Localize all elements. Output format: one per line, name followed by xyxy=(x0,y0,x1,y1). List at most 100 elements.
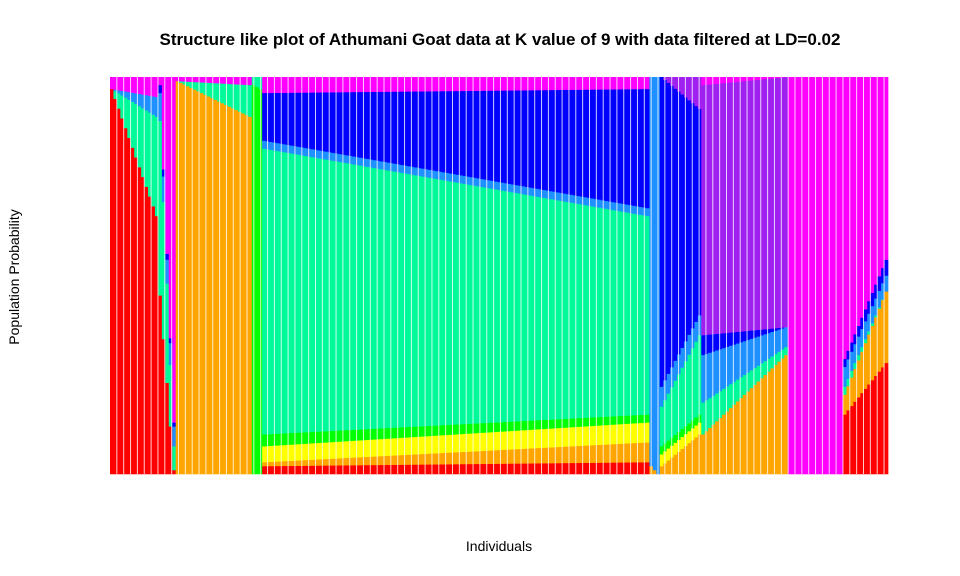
bar-segment-cluster-7 xyxy=(459,90,464,176)
bar-segment-cluster-8 xyxy=(690,77,695,104)
bar-segment-cluster-9 xyxy=(324,77,329,93)
bar-segment-cluster-6 xyxy=(659,386,664,407)
bar-segment-cluster-5 xyxy=(742,374,747,395)
bar-segment-cluster-5 xyxy=(390,170,394,428)
bar-segment-cluster-6 xyxy=(701,354,706,403)
bar-segment-cluster-7 xyxy=(483,90,488,180)
bar-segment-cluster-3 xyxy=(645,422,650,443)
bar-segment-cluster-2 xyxy=(846,385,851,411)
bar-segment-cluster-3 xyxy=(438,435,443,454)
bar-segment-cluster-6 xyxy=(538,189,543,198)
bar-segment-cluster-2 xyxy=(746,391,751,475)
bar-segment-cluster-4 xyxy=(666,440,671,449)
bar-segment-cluster-7 xyxy=(410,91,415,167)
bar-segment-cluster-3 xyxy=(448,434,453,453)
bar-segment-cluster-8 xyxy=(715,83,719,334)
bar-segment-cluster-5 xyxy=(452,181,457,425)
bar-segment-cluster-4 xyxy=(479,423,484,433)
bar-segment-cluster-7 xyxy=(417,91,422,169)
bar-segment-cluster-5 xyxy=(189,81,194,89)
bar-segment-cluster-5 xyxy=(462,183,467,425)
bar-segment-cluster-1 xyxy=(110,88,114,475)
bar-segment-cluster-6 xyxy=(448,173,453,182)
bar-segment-cluster-6 xyxy=(303,147,308,157)
bar-segment-cluster-5 xyxy=(199,82,204,94)
bar-segment-cluster-4 xyxy=(611,416,616,425)
bar-segment-cluster-1 xyxy=(545,463,550,475)
bar-segment-cluster-5 xyxy=(431,178,436,426)
bar-segment-cluster-4 xyxy=(341,430,346,442)
bar-segment-cluster-9 xyxy=(832,77,837,475)
bar-segment-cluster-2 xyxy=(358,457,363,466)
bar-segment-cluster-8 xyxy=(749,80,754,331)
bar-segment-cluster-6 xyxy=(473,177,477,186)
bar-segment-cluster-2 xyxy=(334,458,339,466)
bar-segment-cluster-5 xyxy=(203,82,208,95)
bar-segment-cluster-2 xyxy=(728,407,733,475)
bar-segment-cluster-9 xyxy=(798,77,802,475)
bar-segment-cluster-2 xyxy=(466,451,470,465)
bar-segment-cluster-1 xyxy=(870,380,875,475)
bar-segment-cluster-6 xyxy=(269,141,273,150)
bar-segment-cluster-1 xyxy=(393,464,398,475)
bar-segment-cluster-5 xyxy=(542,197,547,421)
bar-segment-cluster-5 xyxy=(694,341,699,418)
bar-segment-cluster-7 xyxy=(327,92,332,153)
bar-segment-cluster-5 xyxy=(763,360,768,375)
bar-segment-cluster-3 xyxy=(538,429,543,449)
bar-segment-cluster-9 xyxy=(217,77,221,84)
bar-segment-cluster-6 xyxy=(345,155,349,164)
bar-segment-cluster-2 xyxy=(742,394,747,475)
bar-segment-cluster-2 xyxy=(573,445,578,464)
bar-segment-cluster-3 xyxy=(275,445,280,462)
bar-segment-cluster-9 xyxy=(881,77,885,269)
bar-segment-cluster-6 xyxy=(452,173,457,183)
bar-segment-cluster-6 xyxy=(154,96,159,117)
bar-segment-cluster-8 xyxy=(666,77,671,84)
bar-segment-cluster-6 xyxy=(435,170,439,180)
bar-segment-cluster-3 xyxy=(597,425,602,445)
bar-segment-cluster-6 xyxy=(296,146,301,155)
bar-segment-cluster-5 xyxy=(376,168,381,429)
bar-segment-cluster-3 xyxy=(327,442,332,459)
bar-segment-cluster-5 xyxy=(531,195,536,421)
bar-segment-cluster-3 xyxy=(365,439,370,457)
bar-segment-cluster-1 xyxy=(441,464,446,475)
bar-segment-cluster-6 xyxy=(645,208,650,217)
bar-segment-cluster-6 xyxy=(172,426,177,447)
bar-segment-cluster-2 xyxy=(722,414,726,475)
bar-segment-cluster-6 xyxy=(863,321,868,340)
bar-segment-cluster-8 xyxy=(687,77,692,101)
bar-segment-cluster-3 xyxy=(403,437,408,456)
bar-segment-cluster-3 xyxy=(445,434,450,453)
bar-segment-cluster-1 xyxy=(282,465,287,475)
bar-segment-cluster-5 xyxy=(483,187,488,424)
bar-segment-cluster-5 xyxy=(511,192,515,422)
bar-segment-cluster-9 xyxy=(352,77,356,93)
bar-segment-cluster-9 xyxy=(459,77,464,92)
bar-segment-cluster-5 xyxy=(248,84,253,117)
bar-segment-cluster-6 xyxy=(424,169,429,178)
bar-segment-cluster-2 xyxy=(877,308,882,372)
bar-segment-cluster-9 xyxy=(625,77,630,90)
bar-segment-cluster-1 xyxy=(528,463,533,475)
bar-segment-cluster-2 xyxy=(556,446,560,464)
bar-segment-cluster-9 xyxy=(639,77,643,90)
bar-segment-cluster-2 xyxy=(735,401,740,475)
bar-segment-cluster-7 xyxy=(766,328,771,334)
bar-segment-cluster-5 xyxy=(673,380,678,435)
bar-segment-cluster-1 xyxy=(566,462,571,475)
bar-segment-cluster-5 xyxy=(659,406,664,447)
bar-segment-cluster-4 xyxy=(352,429,356,441)
bar-segment-cluster-4 xyxy=(690,420,695,429)
bar-segment-cluster-9 xyxy=(725,77,730,83)
bar-segment-cluster-2 xyxy=(666,460,671,475)
bar-segment-cluster-9 xyxy=(493,77,498,91)
bar-segment-cluster-3 xyxy=(289,444,294,461)
bar-segment-cluster-9 xyxy=(175,77,180,82)
bar-segment-cluster-1 xyxy=(334,465,339,475)
bar-segment-cluster-6 xyxy=(462,175,467,184)
bar-segment-cluster-7 xyxy=(881,267,885,284)
bar-segment-cluster-1 xyxy=(262,466,266,475)
bar-segment-cluster-7 xyxy=(562,89,567,194)
